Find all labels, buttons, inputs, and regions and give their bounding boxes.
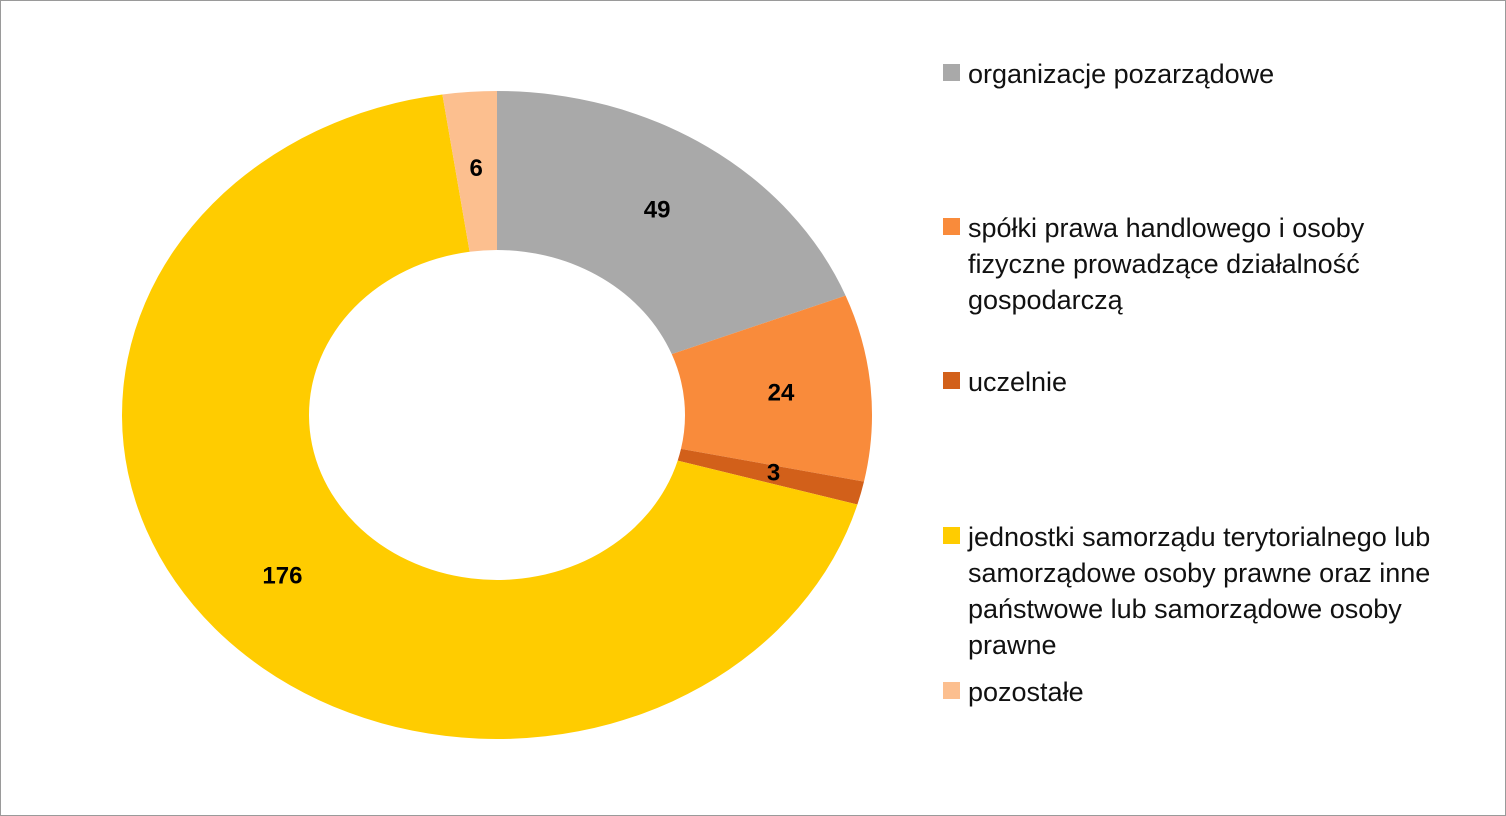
donut-slice: [671, 295, 872, 482]
legend-label: spółki prawa handlowego i osoby fizyczne…: [968, 213, 1365, 315]
legend-swatch: [943, 372, 960, 389]
legend-entry: pozostałe: [943, 674, 1483, 710]
legend-label: jednostki samorządu terytorialnego lub s…: [968, 522, 1431, 660]
donut-slice: [497, 91, 846, 355]
legend-label: uczelnie: [968, 367, 1068, 397]
donut-slice: [442, 91, 497, 252]
legend-entry: organizacje pozarządowe: [943, 56, 1483, 92]
donut-slice: [677, 448, 864, 505]
legend-swatch: [943, 527, 960, 544]
legend-label: pozostałe: [968, 677, 1084, 707]
donut-slice: [122, 94, 858, 739]
data-label: 3: [767, 460, 780, 487]
legend-label: organizacje pozarządowe: [968, 59, 1275, 89]
data-label: 6: [470, 155, 483, 182]
legend-swatch: [943, 218, 960, 235]
legend-entry: jednostki samorządu terytorialnego lub s…: [943, 519, 1483, 663]
data-label: 176: [262, 562, 302, 589]
legend-entry: uczelnie: [943, 364, 1483, 400]
legend-entry: spółki prawa handlowego i osoby fizyczne…: [943, 210, 1483, 318]
legend-swatch: [943, 64, 960, 81]
data-label: 24: [768, 379, 795, 406]
legend-swatch: [943, 682, 960, 699]
data-label: 49: [644, 197, 671, 224]
